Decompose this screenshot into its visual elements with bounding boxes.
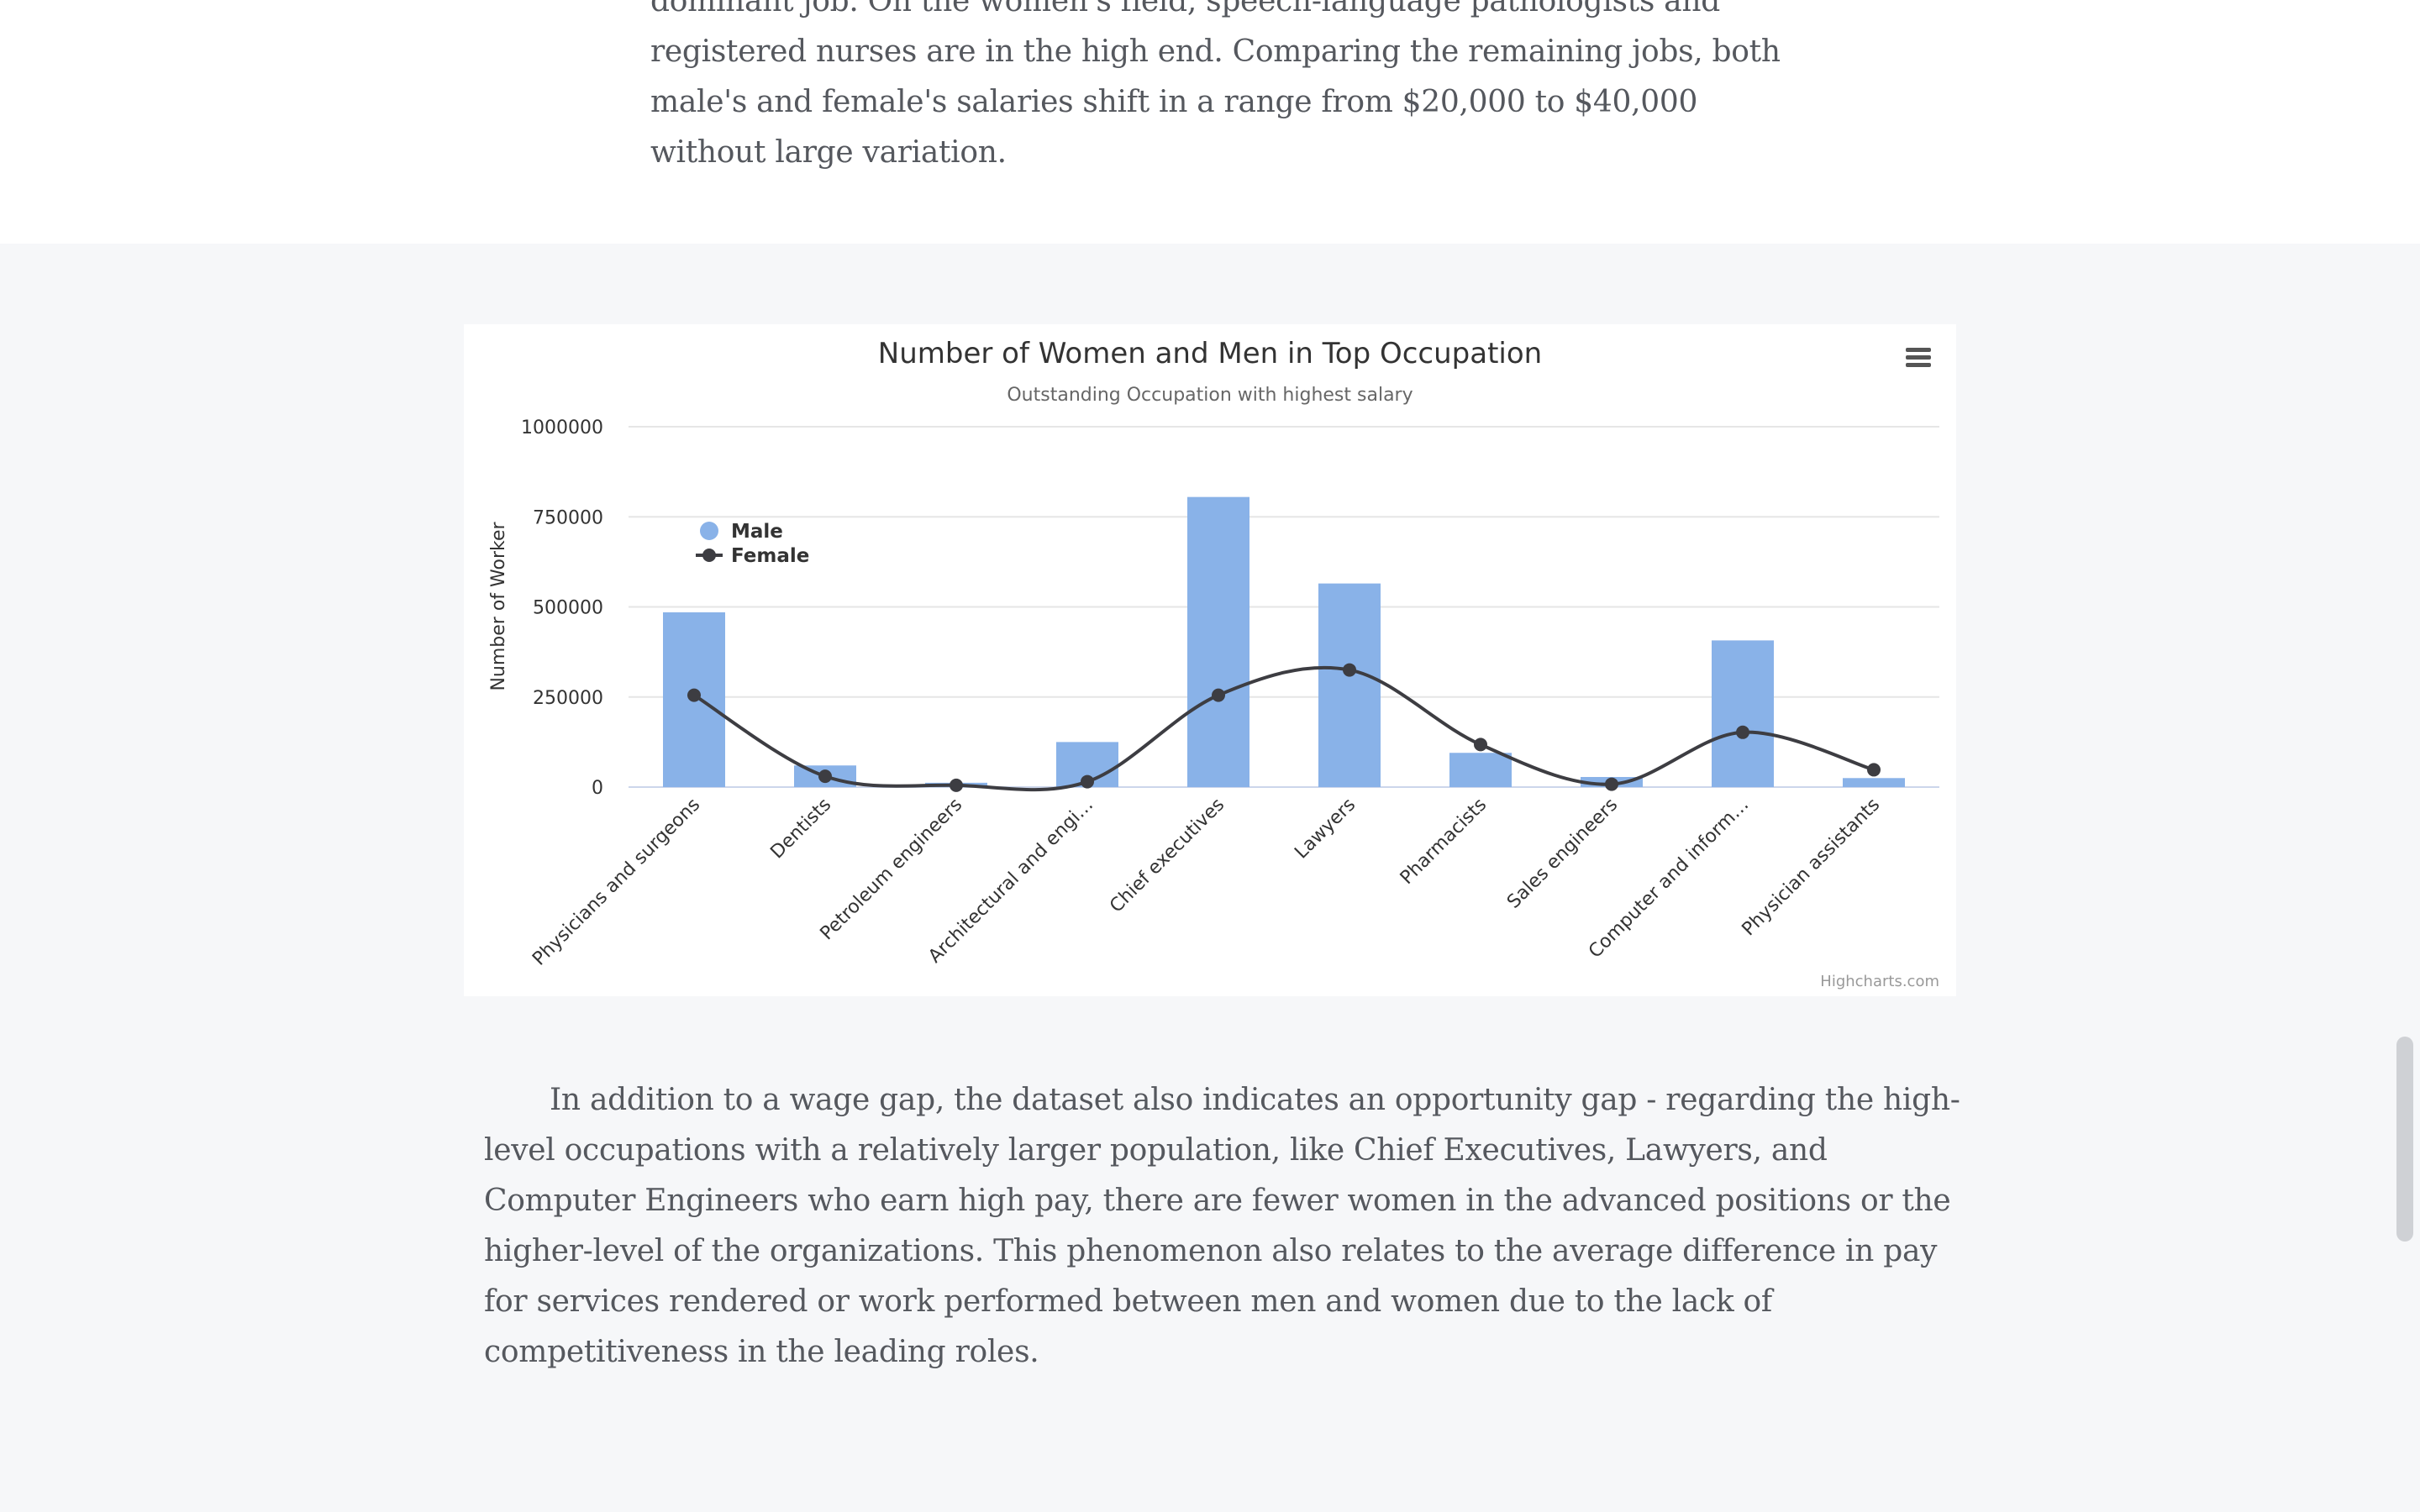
legend-male-marker	[700, 522, 718, 540]
x-tick-label: Physicians and surgeons	[529, 795, 704, 970]
female-series-line	[692, 665, 1875, 792]
bar-male	[1843, 778, 1905, 787]
x-tick-label: Chief executives	[1106, 795, 1228, 917]
x-tick-label: Physician assistants	[1739, 795, 1885, 941]
female-point	[950, 778, 963, 792]
female-point	[687, 688, 701, 702]
article-paragraph-top: dominant job. On the women's field, spee…	[650, 0, 1781, 170]
chart-title: Number of Women and Men in Top Occupatio…	[878, 337, 1542, 370]
x-tick-label: Pharmacists	[1397, 795, 1491, 889]
y-tick-label: 500000	[533, 598, 603, 619]
chart-credits[interactable]: Highcharts.com	[1820, 973, 1939, 990]
hamburger-menu-icon	[1906, 363, 1931, 367]
y-axis-title: Number of Worker	[488, 522, 509, 691]
x-tick-label: Dentists	[766, 795, 835, 864]
female-point	[1474, 738, 1487, 752]
female-point	[1343, 663, 1356, 677]
female-point	[1867, 763, 1881, 777]
female-point	[818, 769, 832, 784]
y-tick-label: 250000	[533, 688, 603, 709]
legend: Male Female	[696, 521, 809, 567]
hamburger-menu-icon	[1906, 348, 1931, 352]
bar-male	[1187, 496, 1249, 787]
x-tick-label: Lawyers	[1291, 795, 1360, 864]
y-axis-ticks: 0 250000 500000 750000 1000000	[521, 417, 603, 799]
hamburger-menu-icon	[1906, 355, 1931, 360]
y-tick-label: 0	[592, 778, 603, 799]
chart-subtitle: Outstanding Occupation with highest sala…	[1007, 385, 1413, 406]
y-tick-label: 1000000	[521, 417, 603, 438]
x-axis-labels: Physicians and surgeons DentistsPetroleum…	[529, 795, 1884, 970]
article-paragraph-bottom: In addition to a wage gap, the dataset a…	[484, 1083, 1960, 1369]
female-point	[1081, 774, 1094, 789]
bar-male	[1449, 753, 1512, 787]
legend-male-label: Male	[731, 521, 783, 543]
legend-item-male[interactable]: Male	[700, 521, 783, 543]
bar-male	[1318, 583, 1381, 787]
legend-female-label: Female	[731, 545, 809, 567]
male-bars	[663, 496, 1905, 787]
scrollbar-thumb[interactable]	[2396, 1037, 2413, 1242]
chart-svg: Number of Women and Men in Top Occupatio…	[488, 337, 1939, 990]
chart-card: Number of Women and Men in Top Occupatio…	[464, 324, 1956, 996]
female-point	[1736, 725, 1749, 739]
y-tick-label: 750000	[533, 507, 603, 528]
x-tick-label: Petroleum engineers	[817, 795, 967, 945]
legend-item-female[interactable]: Female	[696, 545, 809, 567]
female-point	[1212, 688, 1225, 702]
top-section: dominant job. On the women's field, spee…	[0, 0, 2420, 244]
legend-female-marker	[702, 549, 716, 562]
bar-male	[1712, 640, 1774, 787]
x-tick-label: Sales engineers	[1503, 795, 1622, 913]
female-line	[687, 663, 1881, 792]
chart-menu-button[interactable]	[1902, 343, 1933, 373]
female-point	[1605, 777, 1618, 791]
